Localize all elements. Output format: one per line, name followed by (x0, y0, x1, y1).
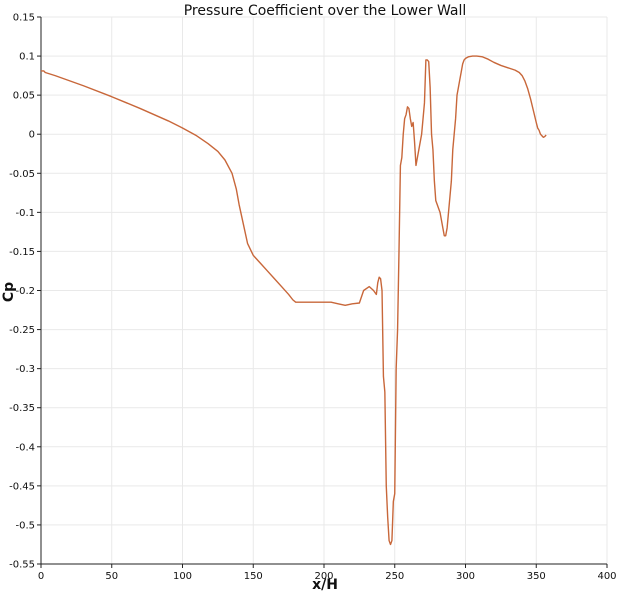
chart-title: Pressure Coefficient over the Lower Wall (184, 3, 467, 19)
cp-series-line (41, 55, 547, 546)
y-tick-label: -0.5 (15, 520, 35, 531)
y-tick-label: -0.3 (15, 364, 35, 375)
x-tick-label: 150 (244, 571, 263, 582)
y-tick-label: -0.55 (9, 560, 35, 571)
y-tick-label: -0.1 (15, 208, 35, 219)
x-tick-label: 50 (105, 571, 118, 582)
y-tick-label: -0.25 (9, 325, 35, 336)
y-tick-label: 0.15 (13, 13, 35, 24)
x-tick-label: 200 (314, 571, 333, 582)
x-tick-label: 300 (456, 571, 475, 582)
y-tick-label: -0.05 (9, 169, 35, 180)
y-tick-label: -0.2 (15, 286, 35, 297)
x-tick-label: 0 (38, 571, 44, 582)
grid (40, 16, 608, 565)
y-tick-label: 0.1 (19, 52, 35, 63)
y-tick-label: -0.35 (9, 403, 35, 414)
tick-labels: 0 50 100 150 200 250 300 350 400 0.15 0.1 0.05 0 -0.0… (9, 13, 616, 583)
x-tick-label: 250 (385, 571, 404, 582)
x-axis-label: x/H (312, 577, 338, 593)
axes (37, 16, 608, 568)
x-tick-label: 100 (173, 571, 192, 582)
x-tick-label: 350 (527, 571, 546, 582)
y-tick-label: 0.05 (13, 91, 35, 102)
y-tick-label: -0.45 (9, 481, 35, 492)
y-tick-label: -0.4 (15, 442, 35, 453)
y-tick-label: 0 (29, 130, 35, 141)
y-axis-label: Cp (1, 282, 17, 302)
y-tick-label: -0.15 (9, 247, 35, 258)
x-tick-label: 400 (597, 571, 616, 582)
series (41, 55, 547, 546)
